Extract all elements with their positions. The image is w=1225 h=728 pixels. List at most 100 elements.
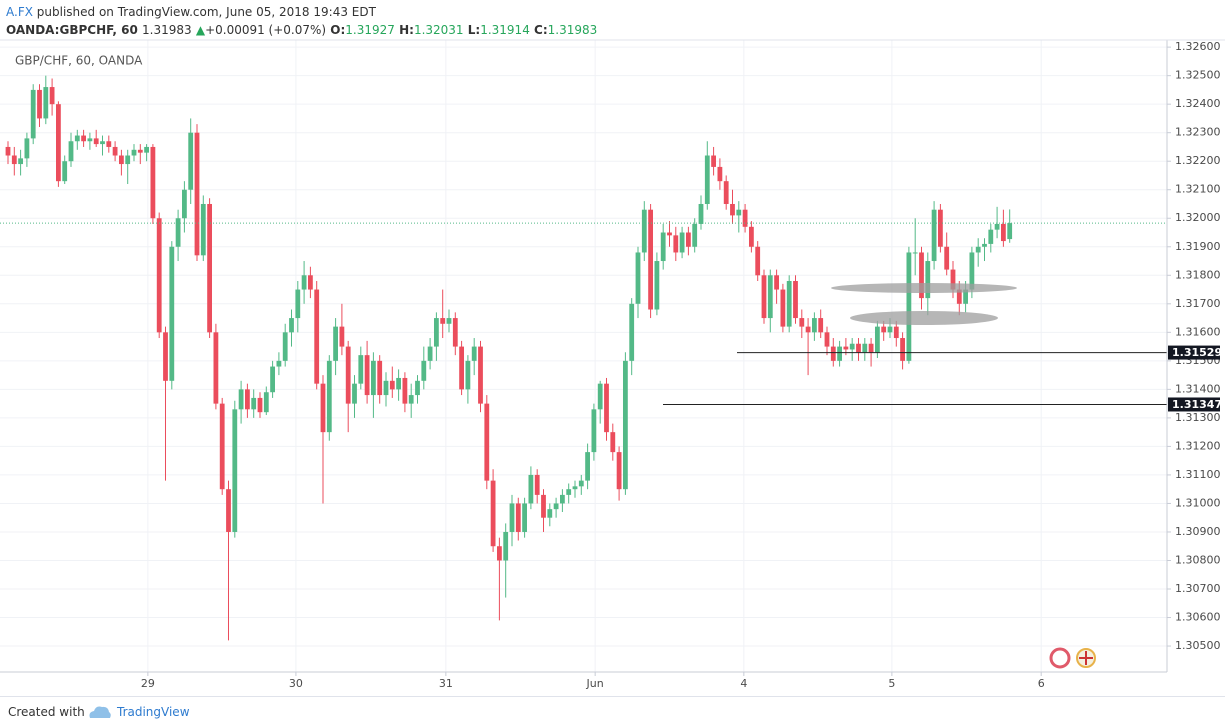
candle-body <box>81 135 87 142</box>
candle-body <box>610 432 616 453</box>
candle-body <box>137 149 143 153</box>
candle-body <box>238 389 244 410</box>
y-tick-label: 1.32300 <box>1175 126 1221 139</box>
y-tick-label: 1.32100 <box>1175 183 1221 196</box>
candle-body <box>572 486 578 490</box>
candle-body <box>408 395 414 404</box>
price-label: 1.31347 <box>1172 398 1222 411</box>
candle-body <box>774 275 779 290</box>
y-tick-label: 1.30700 <box>1175 582 1221 595</box>
candle-body <box>811 318 817 333</box>
candle-body <box>433 318 439 347</box>
candle-body <box>496 546 502 561</box>
candle-body <box>912 252 918 254</box>
symbol: OANDA:GBPCHF, 60 <box>6 23 138 37</box>
brand: TradingView <box>117 705 190 719</box>
candle-body <box>994 223 1000 230</box>
logo-cloud <box>89 706 111 718</box>
candle-body <box>377 360 383 396</box>
candle-body <box>163 332 168 381</box>
change: +0.00091 (+0.07%) <box>205 23 327 37</box>
candle-body <box>881 326 887 333</box>
y-tick-label: 1.32000 <box>1175 211 1221 224</box>
candle-body <box>1000 223 1006 242</box>
y-tick-label: 1.31800 <box>1175 268 1221 281</box>
candle-body <box>723 181 729 204</box>
footer: Created with TradingView <box>0 696 1225 728</box>
l-label: L: <box>467 23 481 37</box>
candle-body <box>874 326 880 353</box>
annotation-ellipse <box>850 311 998 325</box>
candle-body <box>125 155 131 165</box>
candle-body <box>263 392 269 413</box>
candle-body <box>748 226 754 247</box>
candle-body <box>219 403 225 490</box>
candle-body <box>100 141 105 145</box>
candle-body <box>622 360 628 490</box>
candle-body <box>370 360 376 396</box>
candle-body <box>906 252 912 361</box>
x-tick-label: 31 <box>439 677 453 690</box>
candle-body <box>175 218 181 247</box>
candle-body <box>478 346 483 404</box>
candle-body <box>43 87 49 119</box>
candle-body <box>604 383 609 433</box>
published: published on TradingView.com, June 05, 2… <box>36 5 376 19</box>
y-tick-label: 1.31000 <box>1175 496 1221 509</box>
candle-body <box>692 223 698 247</box>
candle-body <box>944 246 950 270</box>
candle-body <box>226 489 231 532</box>
candle-body <box>30 89 36 139</box>
y-tick-label: 1.32400 <box>1175 97 1221 110</box>
candle-body <box>169 246 175 381</box>
candle-body <box>389 380 395 390</box>
y-tick-label: 1.32200 <box>1175 154 1221 167</box>
candle-body <box>862 343 868 353</box>
candle-body <box>459 346 464 390</box>
candle-body <box>616 452 622 490</box>
candle-body <box>956 289 962 304</box>
candle-body <box>685 232 691 247</box>
y-tick-label: 1.31600 <box>1175 325 1221 338</box>
candle-body <box>597 383 603 410</box>
candle-body <box>673 235 679 253</box>
logo <box>89 706 111 718</box>
candle-body <box>74 135 80 142</box>
last: 1.31983 <box>142 23 192 37</box>
o-value: 1.31927 <box>345 23 395 37</box>
y-tick-label: 1.31700 <box>1175 297 1221 310</box>
candle-body <box>440 318 446 324</box>
candle-body <box>484 403 490 481</box>
o-label: O: <box>330 23 346 37</box>
y-tick-label: 1.31400 <box>1175 382 1221 395</box>
candle-body <box>131 149 137 156</box>
candle-body <box>755 246 761 276</box>
x-tick-label: 5 <box>888 677 895 690</box>
arrow: ▲ <box>195 23 206 37</box>
candle-body <box>181 189 187 219</box>
candle-body <box>320 383 326 433</box>
candle-body <box>301 275 307 290</box>
x-tick-label: Jun <box>586 677 604 690</box>
overlays <box>0 222 1167 405</box>
candle-body <box>503 531 509 561</box>
y-tick-label: 1.30800 <box>1175 553 1221 566</box>
candle-body <box>534 474 540 495</box>
y-tick-label: 1.30600 <box>1175 611 1221 624</box>
candle-body <box>295 289 301 319</box>
candle-body <box>641 209 647 253</box>
c-value: 1.31983 <box>547 23 598 37</box>
candle-body <box>660 232 666 262</box>
candle-body <box>244 389 250 410</box>
candle-body <box>824 332 830 347</box>
candle-body <box>837 346 842 361</box>
candle-body <box>446 318 452 324</box>
candle-body <box>339 326 345 347</box>
candle-body <box>950 269 956 290</box>
candle-body <box>553 503 559 510</box>
candle-body <box>93 138 99 145</box>
candle-body <box>314 289 320 384</box>
candle-body <box>988 229 994 244</box>
candle-body <box>421 360 427 381</box>
